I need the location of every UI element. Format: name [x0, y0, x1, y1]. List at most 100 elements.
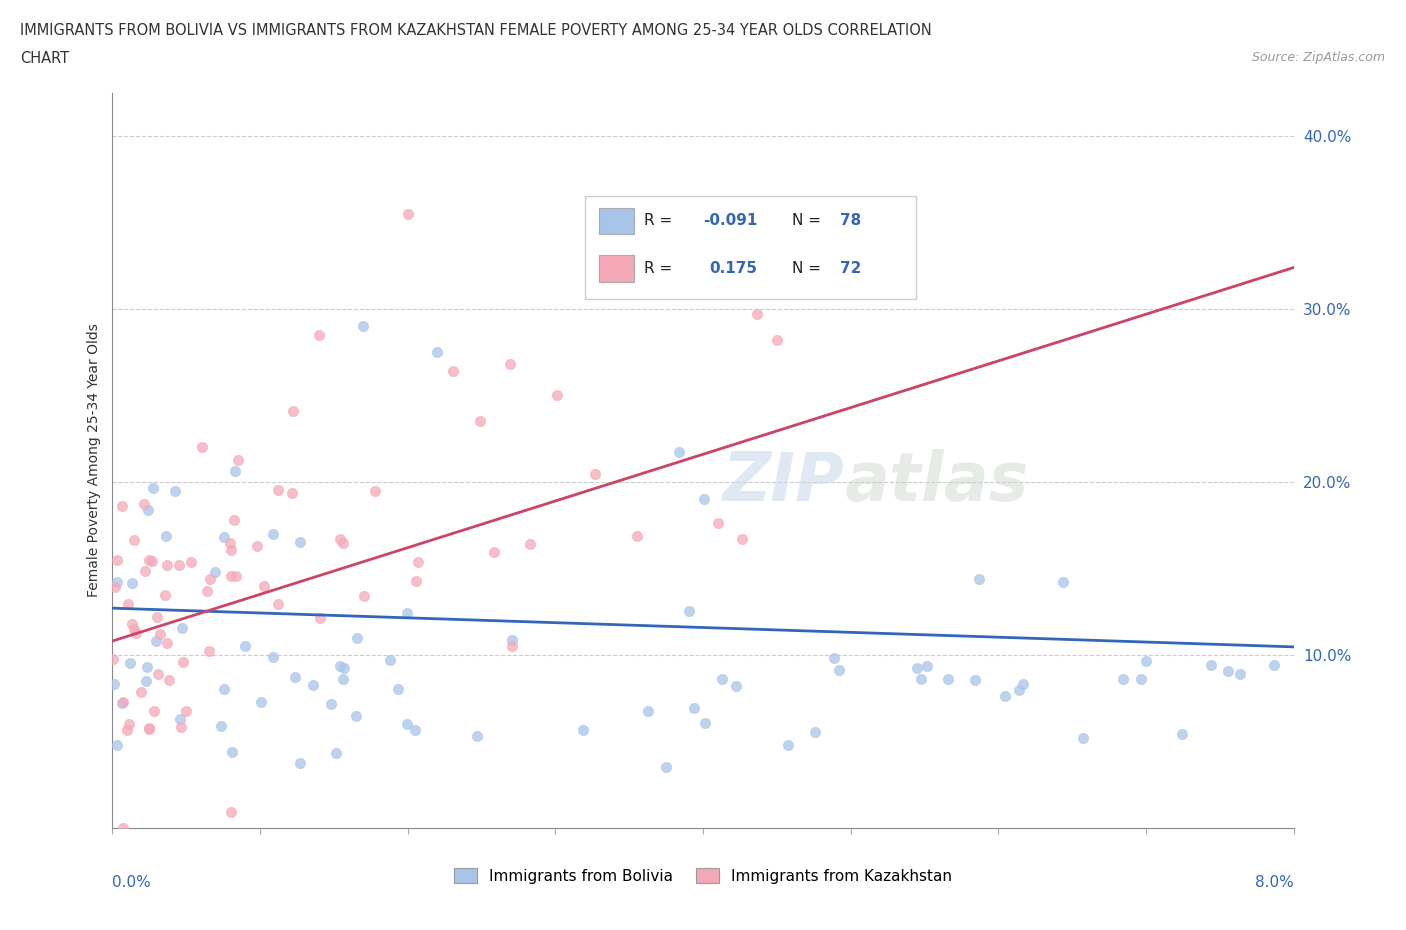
Point — [155, 528, 177, 543]
Text: N =: N = — [792, 261, 825, 276]
Point — [105, 552, 128, 567]
Point — [395, 605, 418, 620]
Point — [246, 538, 269, 553]
Point — [142, 481, 165, 496]
Point — [1052, 575, 1074, 590]
Text: N =: N = — [792, 213, 825, 229]
Point — [142, 703, 165, 718]
Point — [501, 633, 523, 648]
Point — [111, 696, 134, 711]
Point — [121, 576, 143, 591]
Text: CHART: CHART — [20, 51, 69, 66]
Point — [138, 722, 160, 737]
Point — [465, 729, 488, 744]
Point — [917, 659, 939, 674]
Text: ZIP: ZIP — [723, 449, 845, 515]
Point — [332, 536, 354, 551]
Point — [226, 453, 249, 468]
Text: R =: R = — [644, 261, 678, 276]
Point — [804, 724, 827, 739]
Point — [267, 483, 290, 498]
Point — [145, 610, 167, 625]
Point — [121, 617, 143, 631]
Point — [441, 364, 464, 379]
Point — [101, 652, 124, 667]
Point — [501, 638, 523, 653]
Point — [308, 327, 330, 342]
Y-axis label: Female Poverty Among 25-34 Year Olds: Female Poverty Among 25-34 Year Olds — [87, 324, 101, 597]
Point — [546, 388, 568, 403]
Point — [122, 533, 145, 548]
Point — [678, 604, 700, 618]
Point — [252, 578, 274, 593]
Point — [353, 589, 375, 604]
Point — [262, 650, 284, 665]
Point — [156, 635, 179, 650]
Point — [284, 670, 307, 684]
Point — [1071, 731, 1094, 746]
Point — [710, 671, 733, 686]
Point — [214, 529, 236, 544]
Point — [266, 597, 288, 612]
Point — [204, 565, 226, 579]
Point — [103, 579, 125, 594]
Point — [470, 414, 492, 429]
Point — [233, 638, 256, 653]
Point — [225, 568, 247, 583]
Point — [668, 445, 690, 459]
Point — [105, 737, 128, 752]
Point — [693, 492, 716, 507]
Point — [571, 723, 593, 737]
Point — [224, 512, 246, 527]
Point — [426, 345, 449, 360]
Legend: Immigrants from Bolivia, Immigrants from Kazakhstan: Immigrants from Bolivia, Immigrants from… — [447, 862, 959, 890]
Point — [156, 557, 179, 572]
Point — [141, 553, 163, 568]
Point — [731, 531, 754, 546]
Point — [301, 678, 323, 693]
Point — [170, 719, 193, 734]
Point — [195, 584, 218, 599]
Point — [963, 672, 986, 687]
Point — [1012, 676, 1035, 691]
Text: R =: R = — [644, 213, 678, 229]
Point — [262, 526, 284, 541]
Point — [346, 631, 368, 645]
Point — [290, 756, 312, 771]
Point — [1216, 664, 1239, 679]
Point — [346, 709, 368, 724]
Point — [778, 737, 800, 752]
Point — [725, 678, 748, 693]
Point — [396, 206, 419, 221]
Point — [148, 666, 170, 681]
Point — [1112, 671, 1135, 686]
Point — [283, 404, 305, 418]
Point — [172, 655, 194, 670]
Point — [936, 671, 959, 686]
Point — [117, 723, 139, 737]
Point — [404, 723, 426, 737]
Point — [111, 498, 134, 513]
Point — [1229, 667, 1251, 682]
Text: Source: ZipAtlas.com: Source: ZipAtlas.com — [1251, 51, 1385, 64]
Point — [1008, 683, 1031, 698]
Point — [707, 516, 730, 531]
Point — [105, 575, 128, 590]
Point — [364, 484, 387, 498]
FancyBboxPatch shape — [585, 196, 915, 299]
Point — [655, 760, 678, 775]
Point — [198, 571, 221, 586]
Point — [583, 467, 606, 482]
Point — [378, 652, 401, 667]
Point — [1171, 726, 1194, 741]
Text: 72: 72 — [839, 261, 862, 276]
Point — [321, 697, 343, 711]
Point — [329, 658, 352, 673]
FancyBboxPatch shape — [599, 256, 634, 282]
Point — [395, 717, 418, 732]
Point — [967, 571, 990, 586]
Point — [1135, 654, 1157, 669]
Point — [994, 689, 1017, 704]
Point — [1199, 658, 1222, 672]
Text: -0.091: -0.091 — [703, 213, 758, 229]
